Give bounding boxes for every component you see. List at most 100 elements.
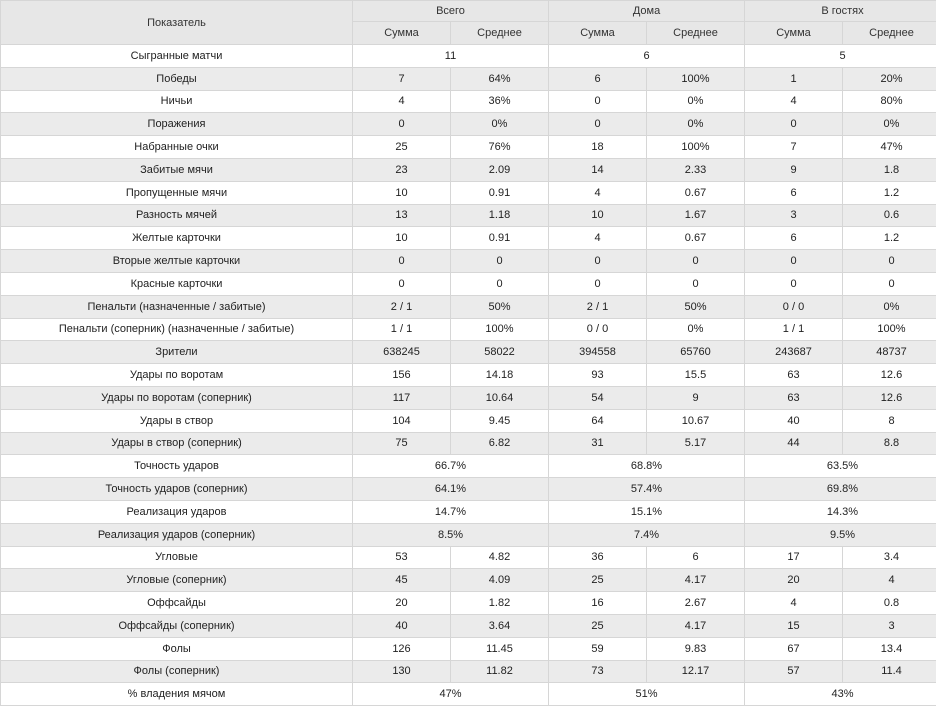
row-label: % владения мячом <box>1 683 353 706</box>
cell-away-avg: 47% <box>843 136 936 159</box>
cell-total-sum: 10 <box>353 227 451 250</box>
row-label: Забитые мячи <box>1 158 353 181</box>
cell-away-avg: 0% <box>843 113 936 136</box>
cell-away-sum: 4 <box>745 592 843 615</box>
cell-home-sum: 4 <box>549 227 647 250</box>
cell-away: 14.3% <box>745 500 936 523</box>
cell-away: 5 <box>745 45 936 68</box>
cell-away-avg: 1.2 <box>843 181 936 204</box>
header-avg-total: Среднее <box>451 22 549 45</box>
header-group-total: Всего <box>353 1 549 22</box>
cell-total-sum: 7 <box>353 67 451 90</box>
cell-total-avg: 1.18 <box>451 204 549 227</box>
cell-away-sum: 6 <box>745 181 843 204</box>
row-label: Пенальти (соперник) (назначенные / забит… <box>1 318 353 341</box>
row-label: Разность мячей <box>1 204 353 227</box>
cell-home-avg: 6 <box>647 546 745 569</box>
cell-away-avg: 12.6 <box>843 364 936 387</box>
cell-total-sum: 13 <box>353 204 451 227</box>
cell-home-sum: 10 <box>549 204 647 227</box>
row-label: Желтые карточки <box>1 227 353 250</box>
cell-total-sum: 117 <box>353 386 451 409</box>
header-avg-home: Среднее <box>647 22 745 45</box>
row-label: Пенальти (назначенные / забитые) <box>1 295 353 318</box>
cell-home-avg: 2.67 <box>647 592 745 615</box>
cell-home-sum: 16 <box>549 592 647 615</box>
cell-total-avg: 0 <box>451 250 549 273</box>
cell-away-avg: 12.6 <box>843 386 936 409</box>
cell-home-sum: 93 <box>549 364 647 387</box>
cell-home-avg: 0.67 <box>647 227 745 250</box>
cell-away-avg: 0% <box>843 295 936 318</box>
cell-total-sum: 53 <box>353 546 451 569</box>
cell-home-sum: 0 / 0 <box>549 318 647 341</box>
cell-total-sum: 10 <box>353 181 451 204</box>
cell-total-sum: 638245 <box>353 341 451 364</box>
cell-home-sum: 0 <box>549 250 647 273</box>
cell-home-avg: 15.5 <box>647 364 745 387</box>
cell-home: 7.4% <box>549 523 745 546</box>
cell-total-sum: 4 <box>353 90 451 113</box>
cell-total-avg: 11.45 <box>451 637 549 660</box>
cell-total-sum: 23 <box>353 158 451 181</box>
cell-away-sum: 9 <box>745 158 843 181</box>
cell-away-sum: 44 <box>745 432 843 455</box>
row-label: Красные карточки <box>1 272 353 295</box>
cell-away-avg: 0.8 <box>843 592 936 615</box>
row-label: Фолы <box>1 637 353 660</box>
cell-away: 63.5% <box>745 455 936 478</box>
cell-home-sum: 0 <box>549 113 647 136</box>
cell-total-avg: 76% <box>451 136 549 159</box>
cell-away-sum: 15 <box>745 614 843 637</box>
cell-total-sum: 0 <box>353 272 451 295</box>
table-header: Показатель Всего Дома В гостях Сумма Сре… <box>1 1 936 45</box>
cell-home-sum: 6 <box>549 67 647 90</box>
cell-away-avg: 0 <box>843 272 936 295</box>
header-avg-away: Среднее <box>843 22 936 45</box>
cell-total-avg: 0.91 <box>451 227 549 250</box>
cell-total-sum: 25 <box>353 136 451 159</box>
cell-total-avg: 58022 <box>451 341 549 364</box>
cell-home: 57.4% <box>549 478 745 501</box>
row-label: Удары в створ <box>1 409 353 432</box>
cell-away-avg: 80% <box>843 90 936 113</box>
cell-home-avg: 2.33 <box>647 158 745 181</box>
cell-total-sum: 45 <box>353 569 451 592</box>
cell-home-sum: 59 <box>549 637 647 660</box>
cell-away-sum: 3 <box>745 204 843 227</box>
row-label: Зрители <box>1 341 353 364</box>
row-label: Вторые желтые карточки <box>1 250 353 273</box>
cell-away-avg: 1.2 <box>843 227 936 250</box>
cell-home-sum: 0 <box>549 90 647 113</box>
cell-home-avg: 12.17 <box>647 660 745 683</box>
cell-home-sum: 73 <box>549 660 647 683</box>
cell-total-sum: 126 <box>353 637 451 660</box>
cell-away-avg: 1.8 <box>843 158 936 181</box>
cell-total-avg: 11.82 <box>451 660 549 683</box>
row-label: Оффсайды (соперник) <box>1 614 353 637</box>
cell-home-sum: 25 <box>549 569 647 592</box>
cell-away-avg: 8 <box>843 409 936 432</box>
cell-total: 64.1% <box>353 478 549 501</box>
cell-home-avg: 1.67 <box>647 204 745 227</box>
cell-away-sum: 7 <box>745 136 843 159</box>
cell-away-sum: 0 <box>745 250 843 273</box>
cell-home-sum: 25 <box>549 614 647 637</box>
cell-total-avg: 0% <box>451 113 549 136</box>
cell-total: 8.5% <box>353 523 549 546</box>
row-label: Фолы (соперник) <box>1 660 353 683</box>
cell-home-sum: 2 / 1 <box>549 295 647 318</box>
cell-total-avg: 1.82 <box>451 592 549 615</box>
